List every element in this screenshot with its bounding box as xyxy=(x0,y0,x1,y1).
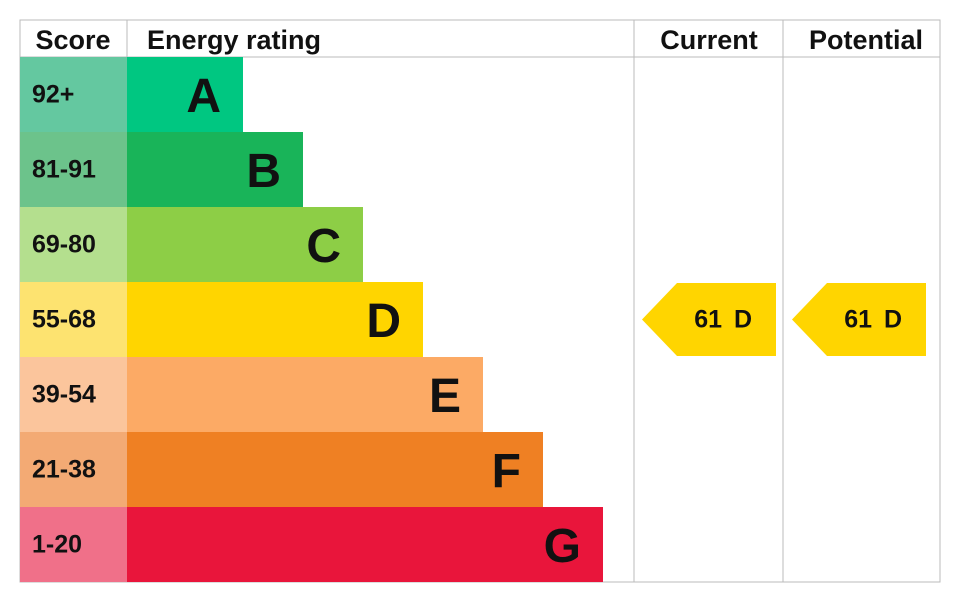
rating-bar xyxy=(127,432,543,507)
header-score: Score xyxy=(35,25,110,55)
rating-letter: B xyxy=(246,145,281,198)
score-label: 69-80 xyxy=(32,231,96,259)
score-label: 92+ xyxy=(32,81,74,109)
rating-letter: D xyxy=(366,295,401,348)
score-label: 81-91 xyxy=(32,156,96,184)
potential-value: 61 xyxy=(844,306,872,334)
score-cell xyxy=(20,207,127,282)
score-cell xyxy=(20,432,127,507)
rating-bar xyxy=(127,357,483,432)
rating-bar xyxy=(127,207,363,282)
potential-arrow xyxy=(792,283,926,356)
rating-bar xyxy=(127,282,423,357)
rating-letter: G xyxy=(544,520,581,573)
score-label: 21-38 xyxy=(32,456,96,484)
score-label: 1-20 xyxy=(32,531,82,559)
rating-letter: A xyxy=(186,70,221,123)
score-cell xyxy=(20,57,127,132)
score-label: 39-54 xyxy=(32,381,96,409)
rating-bar xyxy=(127,507,603,582)
score-cell xyxy=(20,357,127,432)
header-current: Current xyxy=(660,25,758,55)
score-label: 55-68 xyxy=(32,306,96,334)
header-potential: Potential xyxy=(809,25,923,55)
score-cell xyxy=(20,282,127,357)
current-letter: D xyxy=(734,306,752,334)
rating-letter: C xyxy=(306,220,341,273)
score-cell xyxy=(20,132,127,207)
rating-letter: E xyxy=(429,370,461,423)
header-rating: Energy rating xyxy=(147,25,321,55)
score-cell xyxy=(20,507,127,582)
potential-letter: D xyxy=(884,306,902,334)
rating-bar xyxy=(127,57,243,132)
current-value: 61 xyxy=(694,306,722,334)
rating-bar xyxy=(127,132,303,207)
current-arrow xyxy=(642,283,776,356)
rating-letter: F xyxy=(492,445,521,498)
